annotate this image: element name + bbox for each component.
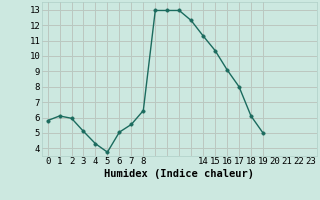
X-axis label: Humidex (Indice chaleur): Humidex (Indice chaleur) — [104, 169, 254, 179]
